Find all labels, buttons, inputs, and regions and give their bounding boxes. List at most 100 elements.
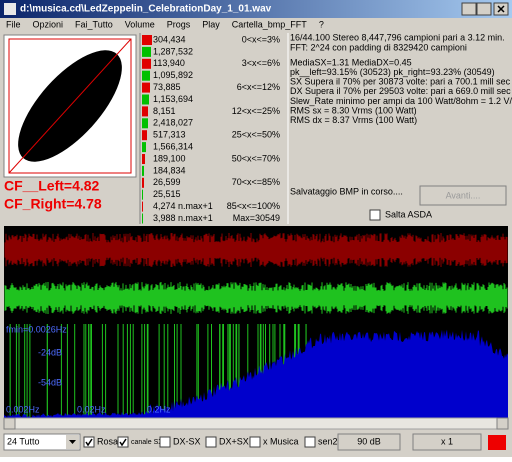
count: 1,095,892 bbox=[153, 70, 193, 80]
info-panel: 16/44.100 Stereo 8,447,796 campioni pari… bbox=[290, 32, 512, 125]
count: 1,287,532 bbox=[153, 46, 193, 56]
fmin-label: fmin=0.0026Hz bbox=[6, 324, 67, 334]
checkbox[interactable] bbox=[117, 436, 129, 448]
count: 8,151 bbox=[153, 106, 176, 116]
info-line: Slew_Rate minimo per ampi da 100 Watt/8o… bbox=[290, 96, 512, 106]
button[interactable] bbox=[337, 433, 401, 451]
range: 0<x<=3% bbox=[242, 34, 280, 44]
menu-item[interactable]: ? bbox=[319, 19, 324, 29]
level-bar bbox=[142, 46, 151, 57]
level-bar bbox=[142, 70, 150, 81]
level-bar bbox=[142, 165, 144, 176]
range: Max=30549 bbox=[233, 213, 280, 223]
menu-item[interactable]: Cartella_bmp_FFT bbox=[232, 19, 308, 29]
info-line: FFT: 2^24 con padding di 8329420 campion… bbox=[290, 42, 467, 52]
info-line: pk__left=93.15% (30523) pk_right=93.23% … bbox=[290, 67, 495, 77]
menu-bar: File Opzioni Fai_Tutto Volume Progs Play Carte… bbox=[6, 19, 324, 29]
next-button-label: Avanti.... bbox=[446, 190, 481, 200]
count: 189,100 bbox=[153, 153, 186, 163]
skip-label: Salta ASDA bbox=[385, 209, 432, 219]
range: 50<x<=70% bbox=[232, 153, 280, 163]
maximize[interactable] bbox=[476, 2, 492, 16]
checkbox[interactable] bbox=[249, 436, 261, 448]
range: 12<x<=25% bbox=[232, 106, 280, 116]
info-line: 16/44.100 Stereo 8,447,796 campioni pari… bbox=[290, 32, 505, 42]
toolbar: Rosa canale SX DX-SX DX+SX x Musica sen2 90 dB… bbox=[83, 433, 482, 451]
count: 3,988 n.max+1 bbox=[153, 213, 213, 223]
scroll-left[interactable] bbox=[3, 417, 16, 430]
select[interactable] bbox=[3, 433, 81, 451]
window-title: d:\musica.cd\LedZeppelin_CelebrationDay_… bbox=[20, 4, 272, 15]
level-bar bbox=[142, 130, 147, 141]
freq-label: 0.002Hz bbox=[6, 404, 40, 414]
count: 73,885 bbox=[153, 82, 181, 92]
level-bar bbox=[142, 106, 148, 117]
checkbox-label: sen2 bbox=[318, 436, 338, 446]
menu-item[interactable]: Progs bbox=[167, 19, 191, 29]
info-line: RMS dx = 8.37 Vrms (100 Watt) bbox=[290, 115, 417, 125]
count: 25,515 bbox=[153, 189, 181, 199]
level-bar bbox=[142, 189, 143, 200]
checkbox-label: canale SX bbox=[131, 439, 163, 446]
count: 2,418,027 bbox=[153, 118, 193, 128]
range: 70<x<=85% bbox=[232, 177, 280, 187]
button[interactable] bbox=[412, 433, 482, 451]
scatter-frame bbox=[8, 38, 132, 174]
menu-item[interactable]: Opzioni bbox=[33, 19, 64, 29]
level-bar bbox=[142, 201, 143, 212]
diagonal bbox=[8, 38, 132, 174]
freq-label: 0.2Hz bbox=[147, 404, 171, 414]
level-bar bbox=[142, 82, 150, 93]
level-bar bbox=[142, 118, 148, 129]
checkbox[interactable] bbox=[205, 436, 217, 448]
checkbox-label: Rosa bbox=[97, 436, 118, 446]
checkbox[interactable] bbox=[159, 436, 171, 448]
count: 304,434 bbox=[153, 34, 186, 44]
info-line: MediaSX=1.31 MediaDX=0.45 bbox=[290, 57, 412, 67]
check-mark bbox=[85, 438, 93, 447]
range: 25<x<=50% bbox=[232, 130, 280, 140]
freq-label: 0.02Hz bbox=[77, 404, 106, 414]
level-bar bbox=[142, 177, 144, 188]
count: 113,940 bbox=[153, 58, 185, 68]
select-value: 24 Tutto bbox=[7, 436, 40, 446]
minimize[interactable] bbox=[461, 2, 477, 16]
waveform-left bbox=[4, 233, 508, 267]
menu-item[interactable]: Play bbox=[202, 19, 220, 29]
checkbox[interactable] bbox=[83, 436, 95, 448]
spectrum bbox=[4, 329, 508, 418]
checkbox-label: DX+SX bbox=[219, 436, 249, 446]
checkbox-label: x Musica bbox=[263, 436, 299, 446]
scrollbar[interactable] bbox=[3, 417, 509, 430]
button-label: x 1 bbox=[441, 436, 453, 446]
range: 6<x<=12% bbox=[237, 82, 280, 92]
info-line: RMS sx = 8.30 Vrms (100 Watt) bbox=[290, 105, 417, 115]
waveform-right bbox=[4, 282, 508, 314]
count: 4,274 n.max+1 bbox=[153, 201, 213, 211]
menu-item[interactable]: Fai_Tutto bbox=[75, 19, 113, 29]
scroll-right[interactable] bbox=[496, 417, 509, 430]
skip-checkbox[interactable] bbox=[369, 209, 381, 221]
level-bar bbox=[142, 213, 143, 224]
status: Salvataggio BMP in corso.... bbox=[290, 186, 403, 196]
range: 85<x<=100% bbox=[227, 201, 280, 211]
app-icon bbox=[4, 3, 16, 15]
menu-item[interactable]: Volume bbox=[125, 19, 155, 29]
next-button[interactable] bbox=[419, 185, 507, 206]
color-indicator bbox=[488, 435, 506, 450]
checkbox[interactable] bbox=[304, 436, 316, 448]
cf-right: CF_Right=4.78 bbox=[4, 196, 102, 212]
level-bar bbox=[142, 58, 151, 69]
level-bar bbox=[142, 142, 146, 153]
window-buttons bbox=[461, 2, 509, 16]
db-label: -24dB bbox=[38, 347, 62, 357]
menu-item[interactable]: File bbox=[6, 19, 21, 29]
level-bar bbox=[142, 154, 145, 164]
info-line: DX Supera il 70% per 29503 volte: pari a… bbox=[290, 86, 511, 96]
checkbox-label: DX-SX bbox=[173, 436, 201, 446]
button-label: 90 dB bbox=[357, 436, 381, 446]
count: 26,599 bbox=[153, 177, 181, 187]
level-bar bbox=[142, 35, 152, 45]
